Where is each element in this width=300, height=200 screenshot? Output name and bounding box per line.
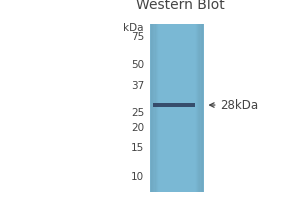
Bar — [197, 24, 200, 192]
Bar — [195, 24, 198, 192]
Bar — [151, 24, 153, 192]
Text: kDa: kDa — [124, 23, 144, 33]
Bar — [154, 24, 156, 192]
Bar — [153, 103, 195, 107]
Bar — [198, 24, 200, 192]
Text: 37: 37 — [131, 81, 144, 91]
Bar — [153, 24, 155, 192]
Text: 15: 15 — [131, 143, 144, 153]
Text: Western Blot: Western Blot — [136, 0, 224, 12]
Bar — [196, 24, 199, 192]
Bar — [150, 24, 204, 192]
Bar — [200, 24, 202, 192]
Text: 28kDa: 28kDa — [210, 99, 259, 112]
Text: 75: 75 — [131, 32, 144, 42]
Bar — [150, 24, 152, 192]
Text: 50: 50 — [131, 60, 144, 70]
Text: 10: 10 — [131, 172, 144, 182]
Bar — [154, 24, 157, 192]
Text: 25: 25 — [131, 108, 144, 118]
Text: 20: 20 — [131, 123, 144, 133]
Bar — [202, 24, 204, 192]
Bar — [156, 24, 159, 192]
Bar — [201, 24, 203, 192]
Bar — [155, 24, 158, 192]
Bar — [152, 24, 154, 192]
Bar — [199, 24, 201, 192]
